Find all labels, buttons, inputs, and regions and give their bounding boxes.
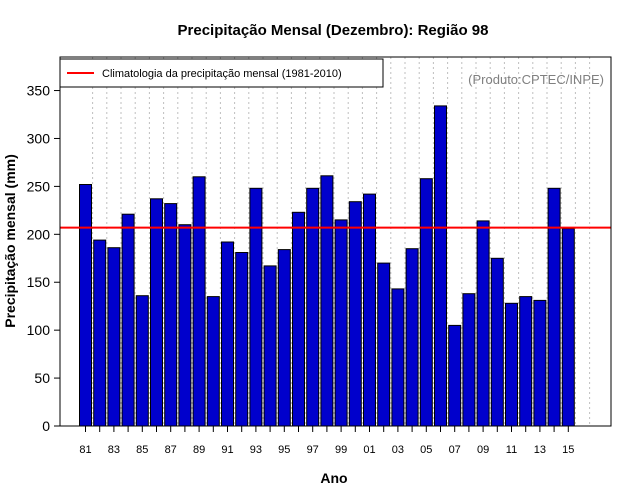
bar-00 bbox=[348, 201, 362, 427]
bar-06 bbox=[434, 105, 447, 427]
bar-91 bbox=[221, 241, 234, 427]
bar-81 bbox=[79, 184, 92, 427]
bar-15 bbox=[561, 228, 575, 427]
grid-layer bbox=[92, 57, 591, 426]
x-tick-label: 07 bbox=[449, 444, 461, 456]
x-tick-label: 13 bbox=[534, 444, 546, 456]
y-tick-label: 350 bbox=[27, 83, 51, 99]
bar-02 bbox=[377, 262, 391, 427]
bar-07 bbox=[448, 324, 462, 427]
bar-11 bbox=[505, 302, 518, 427]
x-tick-label: 15 bbox=[562, 444, 574, 456]
bar-13 bbox=[533, 299, 547, 427]
bar-99 bbox=[334, 219, 348, 427]
x-tick-label: 03 bbox=[392, 444, 404, 456]
x-tick-label: 09 bbox=[477, 444, 489, 456]
legend-label-climatology: Climatologia da precipitação mensal (198… bbox=[102, 68, 342, 80]
x-tick-label: 83 bbox=[108, 444, 120, 456]
bar-08 bbox=[462, 293, 476, 427]
x-tick-label: 97 bbox=[307, 444, 319, 456]
y-tick-label: 200 bbox=[27, 226, 51, 242]
bar-89 bbox=[192, 176, 206, 427]
bar-10 bbox=[490, 257, 504, 427]
bar-92 bbox=[235, 252, 249, 427]
bar-layer bbox=[79, 105, 575, 427]
x-tick-label: 99 bbox=[335, 444, 347, 456]
credit-text: (Produto:CPTEC/INPE) bbox=[468, 72, 604, 87]
x-axis: 81 83 85 87 89 91 93 95 97 99 01 03 05 07 09 11 13 15 bbox=[79, 426, 574, 456]
bar-86 bbox=[150, 198, 163, 427]
y-tick-label: 50 bbox=[34, 370, 50, 386]
y-tick-label: 0 bbox=[42, 418, 50, 434]
bar-14 bbox=[547, 187, 561, 427]
bar-84 bbox=[121, 213, 135, 427]
y-tick-label: 100 bbox=[27, 322, 51, 338]
bar-85 bbox=[135, 295, 149, 427]
legend: Climatologia da precipitação mensal (198… bbox=[59, 58, 384, 88]
bar-93 bbox=[249, 187, 263, 427]
bar-94 bbox=[263, 265, 277, 427]
chart-title: Precipitação Mensal (Dezembro): Região 9… bbox=[178, 22, 489, 39]
bar-09 bbox=[476, 220, 490, 427]
y-tick-label: 150 bbox=[27, 274, 51, 290]
x-tick-label: 87 bbox=[165, 444, 177, 456]
y-tick-label: 300 bbox=[27, 130, 51, 146]
y-tick-label: 250 bbox=[27, 178, 51, 194]
x-tick-label: 81 bbox=[79, 444, 91, 456]
x-tick-label: 05 bbox=[420, 444, 432, 456]
bar-96 bbox=[292, 211, 305, 427]
y-axis-label: Precipitação mensal (mm) bbox=[2, 154, 18, 328]
x-tick-label: 11 bbox=[506, 444, 517, 456]
x-tick-label: 93 bbox=[250, 444, 262, 456]
bar-98 bbox=[320, 175, 334, 427]
bar-95 bbox=[277, 249, 291, 427]
bar-01 bbox=[363, 193, 376, 427]
bar-04 bbox=[405, 248, 419, 427]
x-axis-label: Ano bbox=[320, 470, 347, 486]
bar-90 bbox=[206, 296, 220, 427]
x-tick-label: 91 bbox=[221, 444, 233, 456]
plot-frame bbox=[59, 56, 612, 427]
x-tick-label: 95 bbox=[278, 444, 290, 456]
bar-03 bbox=[391, 288, 405, 427]
bar-12 bbox=[519, 296, 533, 427]
bar-87 bbox=[164, 203, 178, 427]
x-tick-label: 01 bbox=[363, 444, 375, 456]
x-tick-label: 85 bbox=[136, 444, 148, 456]
bar-83 bbox=[107, 247, 121, 427]
bar-05 bbox=[419, 178, 433, 427]
bar-97 bbox=[306, 187, 320, 427]
bar-88 bbox=[178, 224, 192, 427]
x-tick-label: 89 bbox=[193, 444, 205, 456]
bar-82 bbox=[93, 239, 107, 427]
legend-box bbox=[59, 58, 384, 88]
y-axis: 0 50 100 150 200 250 300 350 bbox=[27, 83, 60, 434]
